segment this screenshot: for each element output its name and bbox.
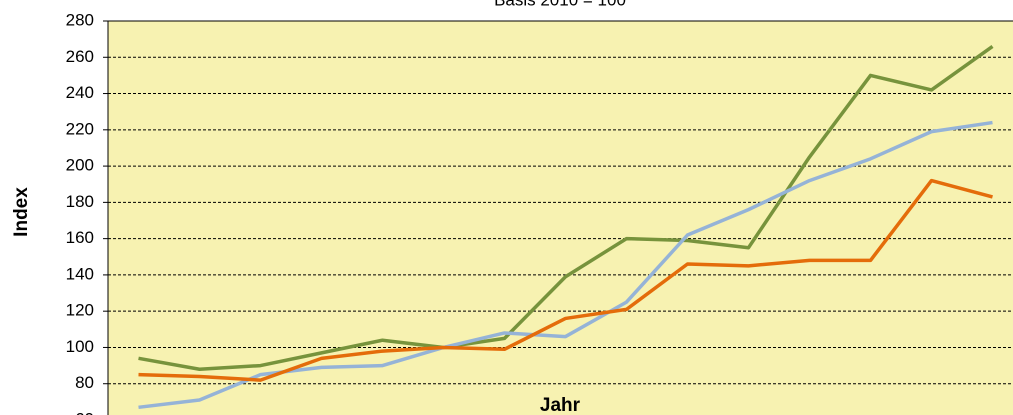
plot-area <box>107 20 1013 415</box>
x-axis-label: Jahr <box>540 395 581 415</box>
y-tick-label: 240 <box>66 83 94 102</box>
y-tick-label: 60 <box>75 409 94 415</box>
y-tick-label: 180 <box>66 192 94 211</box>
y-axis-label: Index <box>11 187 32 237</box>
y-tick-label: 160 <box>66 228 94 247</box>
y-tick-label: 260 <box>66 47 94 66</box>
series-line <box>138 178 993 382</box>
series-line <box>138 44 994 371</box>
y-tick-label: 120 <box>66 301 94 320</box>
y-tick-label: 80 <box>75 373 94 392</box>
y-tick-label: 100 <box>66 337 94 356</box>
chart-title: Basis 2010 = 100 <box>494 0 626 9</box>
y-tick-label: 140 <box>66 264 94 283</box>
y-tick-label: 200 <box>66 156 94 175</box>
y-tick-label: 280 <box>66 10 94 29</box>
y-tick-label: 220 <box>66 119 94 138</box>
